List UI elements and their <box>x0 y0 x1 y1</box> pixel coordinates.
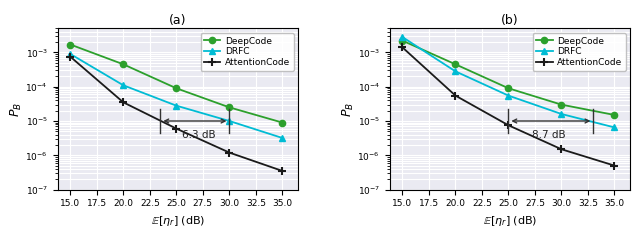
Line: AttentionCode: AttentionCode <box>398 43 619 170</box>
DeepCode <box>452 63 460 66</box>
Title: (a): (a) <box>169 14 187 27</box>
DeepCode <box>278 121 286 124</box>
X-axis label: $\mathbb{E}[\eta_r]$ (dB): $\mathbb{E}[\eta_r]$ (dB) <box>483 214 537 228</box>
DeepCode <box>173 87 180 90</box>
DeepCode <box>225 106 233 109</box>
Y-axis label: $P_B$: $P_B$ <box>341 101 356 117</box>
DRFC <box>278 137 286 139</box>
DeepCode <box>504 87 512 90</box>
Legend: DeepCode, DRFC, AttentionCode: DeepCode, DRFC, AttentionCode <box>532 33 626 71</box>
DRFC <box>173 104 180 107</box>
DRFC <box>225 120 233 123</box>
DeepCode <box>67 43 74 46</box>
DRFC <box>120 84 127 87</box>
X-axis label: $\mathbb{E}[\eta_r]$ (dB): $\mathbb{E}[\eta_r]$ (dB) <box>151 214 205 228</box>
DRFC <box>504 94 512 97</box>
AttentionCode <box>452 94 460 97</box>
AttentionCode <box>278 169 286 172</box>
Title: (b): (b) <box>501 14 519 27</box>
AttentionCode <box>120 101 127 104</box>
Line: DRFC: DRFC <box>67 50 286 141</box>
AttentionCode <box>557 148 565 151</box>
AttentionCode <box>173 127 180 130</box>
AttentionCode <box>504 124 512 127</box>
DeepCode <box>399 39 406 42</box>
Legend: DeepCode, DRFC, AttentionCode: DeepCode, DRFC, AttentionCode <box>200 33 294 71</box>
DRFC <box>399 36 406 38</box>
AttentionCode <box>399 46 406 49</box>
Line: DeepCode: DeepCode <box>67 41 285 126</box>
DeepCode <box>557 103 565 106</box>
Y-axis label: $P_B$: $P_B$ <box>9 101 24 117</box>
DRFC <box>67 53 74 55</box>
DeepCode <box>611 114 618 116</box>
AttentionCode <box>611 164 618 167</box>
DeepCode <box>120 63 127 66</box>
DRFC <box>557 113 565 115</box>
DRFC <box>452 70 460 73</box>
Text: 6.3 dB: 6.3 dB <box>182 130 215 140</box>
AttentionCode <box>225 151 233 154</box>
Line: AttentionCode: AttentionCode <box>66 53 287 175</box>
Text: 8.7 dB: 8.7 dB <box>532 130 565 140</box>
DRFC <box>611 126 618 129</box>
AttentionCode <box>67 55 74 58</box>
Line: DRFC: DRFC <box>399 34 618 131</box>
Line: DeepCode: DeepCode <box>399 37 618 118</box>
